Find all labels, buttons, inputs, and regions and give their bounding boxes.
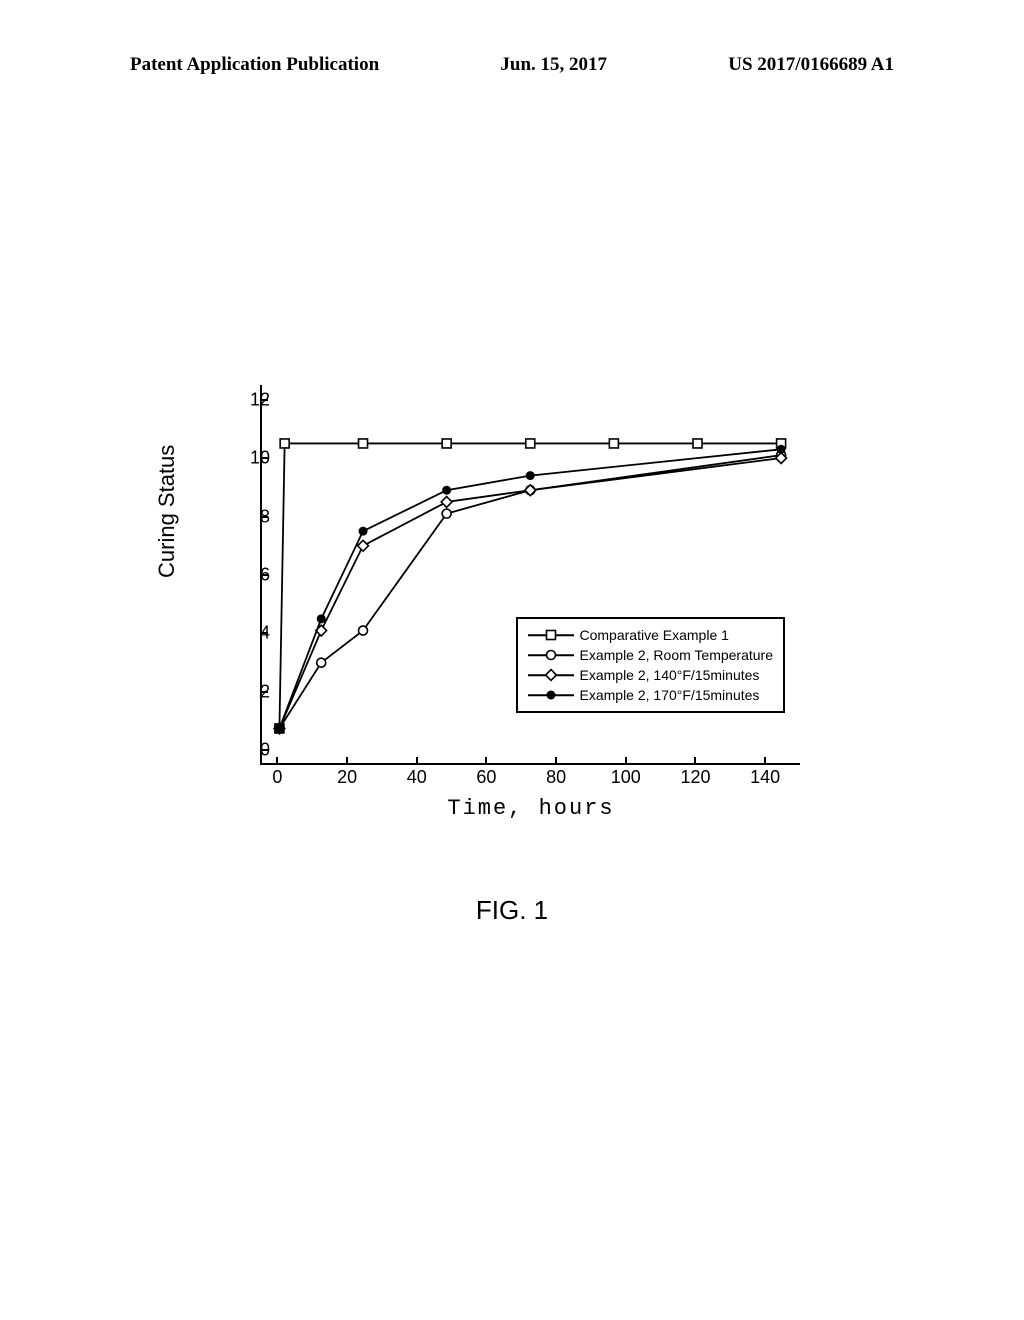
chart-legend: Comparative Example 1 Example 2, Room Tem… bbox=[516, 617, 786, 713]
legend-marker bbox=[528, 668, 574, 682]
y-axis-label: Curing Status bbox=[154, 445, 180, 578]
legend-marker bbox=[528, 628, 574, 642]
header-date: Jun. 15, 2017 bbox=[500, 54, 607, 76]
curing-chart: Curing Status 024681012 0204060801001201… bbox=[190, 375, 820, 835]
page-header: Patent Application Publication Jun. 15, … bbox=[0, 54, 1024, 76]
legend-row: Comparative Example 1 bbox=[528, 625, 774, 645]
legend-label: Comparative Example 1 bbox=[580, 627, 729, 643]
legend-marker bbox=[528, 688, 574, 702]
x-tick-label: 0 bbox=[272, 767, 282, 788]
figure-caption: FIG. 1 bbox=[0, 895, 1024, 926]
x-tick-label: 20 bbox=[337, 767, 357, 788]
legend-label: Example 2, 170°F/15minutes bbox=[580, 687, 760, 703]
header-pub-number: US 2017/0166689 A1 bbox=[728, 54, 894, 76]
header-left: Patent Application Publication bbox=[130, 54, 379, 76]
x-tick-label: 100 bbox=[611, 767, 641, 788]
legend-marker bbox=[528, 648, 574, 662]
legend-label: Example 2, 140°F/15minutes bbox=[580, 667, 760, 683]
legend-row: Example 2, 170°F/15minutes bbox=[528, 685, 774, 705]
x-tick-label: 80 bbox=[546, 767, 566, 788]
x-axis-label: Time, hours bbox=[262, 796, 800, 821]
x-tick-label: 140 bbox=[750, 767, 780, 788]
x-tick-label: 60 bbox=[476, 767, 496, 788]
legend-row: Example 2, 140°F/15minutes bbox=[528, 665, 774, 685]
x-tick-label: 120 bbox=[680, 767, 710, 788]
legend-row: Example 2, Room Temperature bbox=[528, 645, 774, 665]
x-tick-label: 40 bbox=[407, 767, 427, 788]
plot-area: Time, hours Comparative Example 1Example… bbox=[260, 385, 800, 765]
legend-label: Example 2, Room Temperature bbox=[580, 647, 774, 663]
